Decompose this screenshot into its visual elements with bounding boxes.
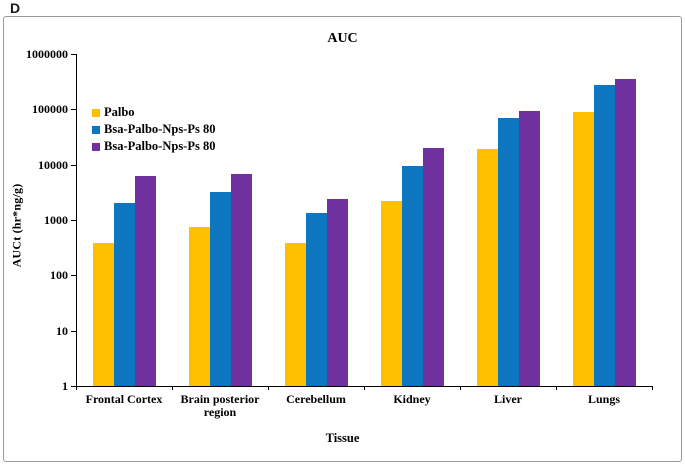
bar [518, 110, 540, 386]
x-tick-label: Liver [494, 392, 522, 406]
chart-container: AUC AUCt (hr*ng/g) Tissue 1 10 100 1000 1000… [3, 16, 682, 462]
legend-label: Bsa-Palbo-Nps-Ps 80 [104, 122, 216, 136]
legend: Palbo Bsa-Palbo-Nps-Ps 80 Bsa-Palbo-Nps-Ps… [92, 104, 215, 155]
bar [188, 226, 210, 386]
bar [422, 148, 444, 386]
x-tick-mark [460, 386, 461, 390]
x-tick-mark [364, 386, 365, 390]
y-tick-mark [71, 275, 76, 277]
legend-item: Bsa-Palbo-Nps-Ps 80 [92, 138, 215, 155]
x-tick-mark [556, 386, 557, 390]
x-tick-mark [652, 386, 653, 390]
x-tick-label: Cerebellum [286, 392, 346, 406]
x-tick-label: Brain posterior region [180, 392, 260, 419]
y-tick-mark [71, 109, 76, 111]
x-tick-mark [172, 386, 173, 390]
bar [305, 212, 327, 386]
y-tick-mark [71, 386, 76, 387]
bar [380, 201, 402, 386]
y-tick-label: 10000 [38, 157, 68, 172]
y-tick-mark [71, 330, 76, 332]
bar [401, 165, 423, 386]
x-tick-label: Kidney [393, 392, 431, 406]
legend-label: Palbo [104, 105, 135, 119]
y-tick-label: 1 [62, 379, 68, 393]
bar [92, 243, 114, 386]
panel-label: D [10, 0, 21, 16]
y-tick-mark [71, 220, 76, 221]
legend-swatch-icon [92, 125, 100, 134]
x-tick-label: Lungs [587, 392, 621, 406]
bar [284, 242, 306, 386]
y-tick-label: 100000 [32, 102, 68, 117]
bar [326, 198, 348, 386]
y-tick-label: 1000 [44, 213, 68, 227]
legend-swatch-icon [92, 108, 100, 117]
bar [476, 149, 498, 386]
y-tick-label: 1000000 [26, 47, 68, 61]
legend-item: Palbo [92, 104, 215, 121]
legend-swatch-icon [92, 142, 100, 151]
x-tick-label: Frontal Cortex [85, 392, 163, 406]
chart-title: AUC [327, 31, 358, 46]
bar [572, 111, 594, 386]
y-tick-label: 100 [50, 268, 68, 283]
bar [209, 192, 231, 386]
x-tick-mark [268, 386, 269, 390]
legend-label: Bsa-Palbo-Nps-Ps 80 [104, 139, 216, 153]
y-tick-mark [71, 164, 76, 166]
x-axis-label: Tissue [325, 431, 360, 445]
legend-item: Bsa-Palbo-Nps-Ps 80 [92, 121, 215, 138]
bar [230, 173, 252, 386]
bar [113, 203, 135, 386]
bar [497, 117, 519, 386]
x-tick-mark [76, 386, 77, 390]
y-axis-line [76, 54, 77, 387]
y-tick-label: 10 [56, 323, 68, 338]
bar [614, 78, 636, 386]
y-tick-mark [71, 54, 76, 55]
bar [593, 85, 615, 386]
bar [134, 175, 156, 386]
